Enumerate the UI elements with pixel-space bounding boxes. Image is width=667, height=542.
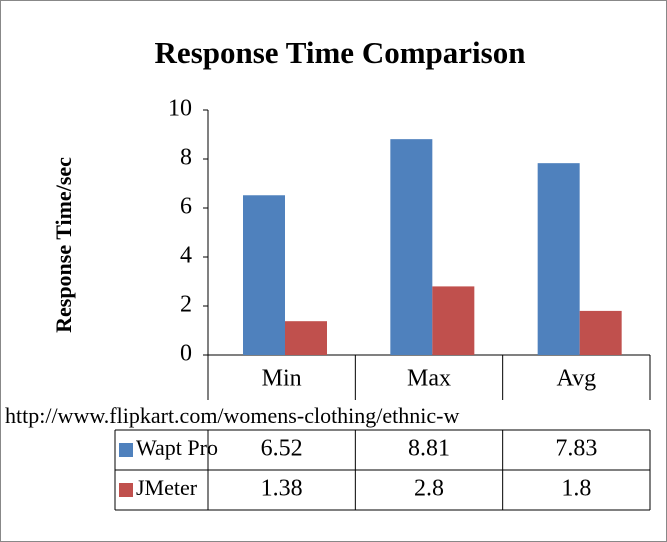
y-tick-label: 6 — [180, 194, 192, 220]
y-tick-label: 0 — [180, 341, 192, 367]
x-axis-label: http://www.flipkart.com/womens-clothing/… — [5, 403, 459, 428]
bar — [285, 321, 327, 355]
table-value: 1.8 — [561, 476, 591, 502]
table-value: 8.81 — [408, 436, 450, 462]
table-value: 6.52 — [261, 436, 303, 462]
legend-label: JMeter — [136, 475, 198, 500]
table-value: 2.8 — [414, 476, 444, 502]
chart-title: Response Time Comparison — [155, 35, 526, 70]
y-axis-label: Response Time/sec — [51, 157, 76, 333]
y-tick-label: 8 — [180, 145, 192, 171]
table-value: 1.38 — [261, 476, 303, 502]
x-tick-label: Max — [407, 366, 451, 392]
bar — [579, 310, 622, 355]
table-value: 7.83 — [555, 436, 597, 462]
x-tick-label: Avg — [557, 366, 597, 392]
bar — [243, 195, 285, 355]
x-tick-label: Min — [262, 366, 302, 392]
bar — [390, 139, 433, 355]
bar — [432, 286, 475, 355]
legend-swatch — [119, 443, 133, 457]
y-tick-label: 10 — [168, 96, 192, 122]
legend-label: Wapt Pro — [136, 435, 218, 460]
bar — [537, 163, 580, 355]
y-tick-label: 4 — [180, 243, 192, 269]
y-tick-label: 2 — [180, 292, 192, 318]
legend-swatch — [119, 483, 133, 497]
